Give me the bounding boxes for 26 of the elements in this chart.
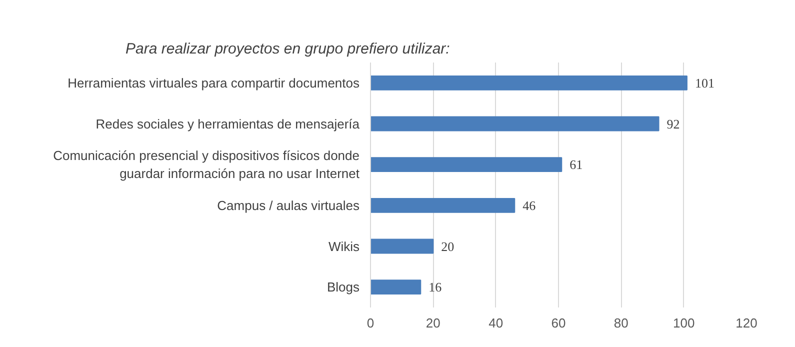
x-tick-label: 120 — [736, 316, 758, 330]
x-tick-label: 0 — [366, 316, 374, 330]
y-tick-label: Redes sociales y herramientas de mensajería — [96, 116, 360, 132]
y-tick-label: Blogs — [326, 280, 360, 295]
x-tick-label: 20 — [426, 316, 440, 330]
data-label: 46 — [522, 198, 536, 213]
x-tick-label: 40 — [488, 316, 504, 330]
bar — [370, 238, 434, 254]
y-tick-label: Comunicación presencial y dispositivos físicos donde guardar información para no usar Internet — [53, 148, 360, 182]
y-tick-label: Campus / aulas virtuales — [217, 198, 360, 213]
bar — [370, 157, 562, 172]
bar — [370, 198, 516, 213]
data-label: 92 — [666, 116, 680, 132]
data-label: 16 — [428, 280, 442, 295]
y-tick-label: Wikis — [328, 238, 360, 254]
bar — [370, 75, 688, 90]
data-label: 61 — [570, 157, 583, 172]
x-tick-label: 80 — [614, 316, 628, 330]
x-tick-label: 60 — [551, 316, 566, 330]
data-label: 101 — [694, 75, 714, 90]
data-label: 20 — [441, 238, 454, 254]
bar — [370, 116, 660, 132]
chart-title: Para realizar proyectos en grupo prefiero utilizar: — [126, 40, 450, 58]
bar — [370, 280, 422, 295]
x-tick-label: 100 — [672, 316, 695, 330]
y-tick-label: Herramientas virtuales para compartir documentos — [68, 75, 360, 90]
